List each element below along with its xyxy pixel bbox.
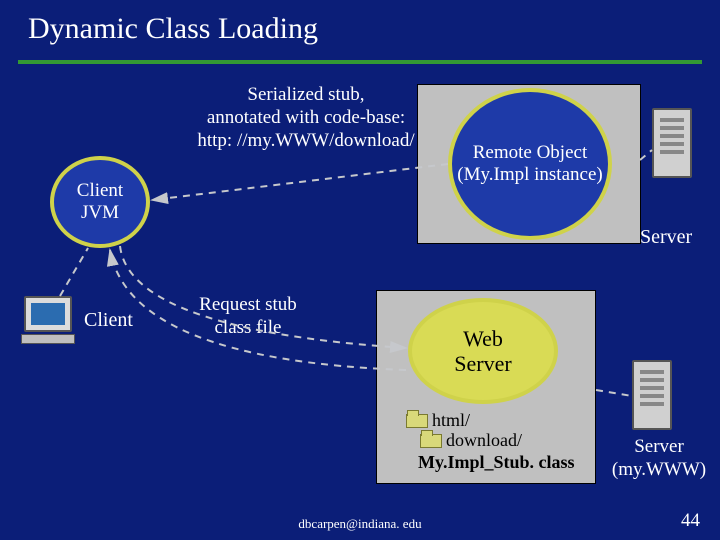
remote-object-circle: Remote Object (My.Impl instance) bbox=[448, 88, 612, 240]
server-label: Server bbox=[640, 225, 692, 249]
client-jvm-line2: JVM bbox=[77, 202, 123, 224]
client-jvm-line1: Client bbox=[77, 180, 123, 202]
request-annot: Request stub class file bbox=[178, 294, 318, 340]
remote-object-text: Remote Object (My.Impl instance) bbox=[457, 142, 602, 186]
title-underline bbox=[18, 60, 702, 64]
web-server-circle: Web Server bbox=[408, 298, 558, 404]
server-host-line1: Server bbox=[604, 436, 714, 459]
remote-object-line1: Remote Object bbox=[457, 142, 602, 164]
client-jvm-text: Client JVM bbox=[77, 180, 123, 224]
folder-icon-download bbox=[420, 434, 442, 448]
stub-file-label: My.Impl_Stub. class bbox=[418, 452, 575, 474]
folder-download-label: download/ bbox=[446, 430, 522, 452]
arrow-remote-to-client bbox=[152, 164, 448, 200]
slide-title: Dynamic Class Loading bbox=[28, 12, 318, 46]
web-server-text: Web Server bbox=[454, 326, 511, 377]
web-server-line1: Web bbox=[454, 326, 511, 351]
folder-html-label: html/ bbox=[432, 410, 470, 432]
request-line2: class file bbox=[178, 317, 318, 340]
line-computer-to-jvm bbox=[60, 248, 88, 296]
serialized-annot: Serialized stub, annotated with code-bas… bbox=[176, 84, 436, 152]
server-tower-icon-1 bbox=[652, 108, 692, 178]
request-line1: Request stub bbox=[178, 294, 318, 317]
line-server-box-to-tower1 bbox=[640, 150, 652, 160]
serialized-line2: annotated with code-base: bbox=[176, 107, 436, 130]
server-tower-icon-2 bbox=[632, 360, 672, 430]
serialized-line1: Serialized stub, bbox=[176, 84, 436, 107]
remote-object-line2: (My.Impl instance) bbox=[457, 164, 602, 186]
slide: Dynamic Class Loading Remote Object (My.… bbox=[0, 0, 720, 540]
web-server-line2: Server bbox=[454, 351, 511, 376]
folder-icon-html bbox=[406, 414, 428, 428]
serialized-line3: http: //my.WWW/download/ bbox=[176, 130, 436, 153]
client-label: Client bbox=[84, 308, 133, 332]
client-computer-icon bbox=[24, 296, 75, 344]
client-jvm-circle: Client JVM bbox=[50, 156, 150, 248]
footer-email: dbcarpen@indiana. edu bbox=[0, 516, 720, 532]
server-host-label: Server (my.WWW) bbox=[604, 436, 714, 482]
line-web-box-to-tower2 bbox=[596, 390, 632, 396]
footer-page-number: 44 bbox=[681, 510, 700, 532]
server-host-line2: (my.WWW) bbox=[604, 459, 714, 482]
